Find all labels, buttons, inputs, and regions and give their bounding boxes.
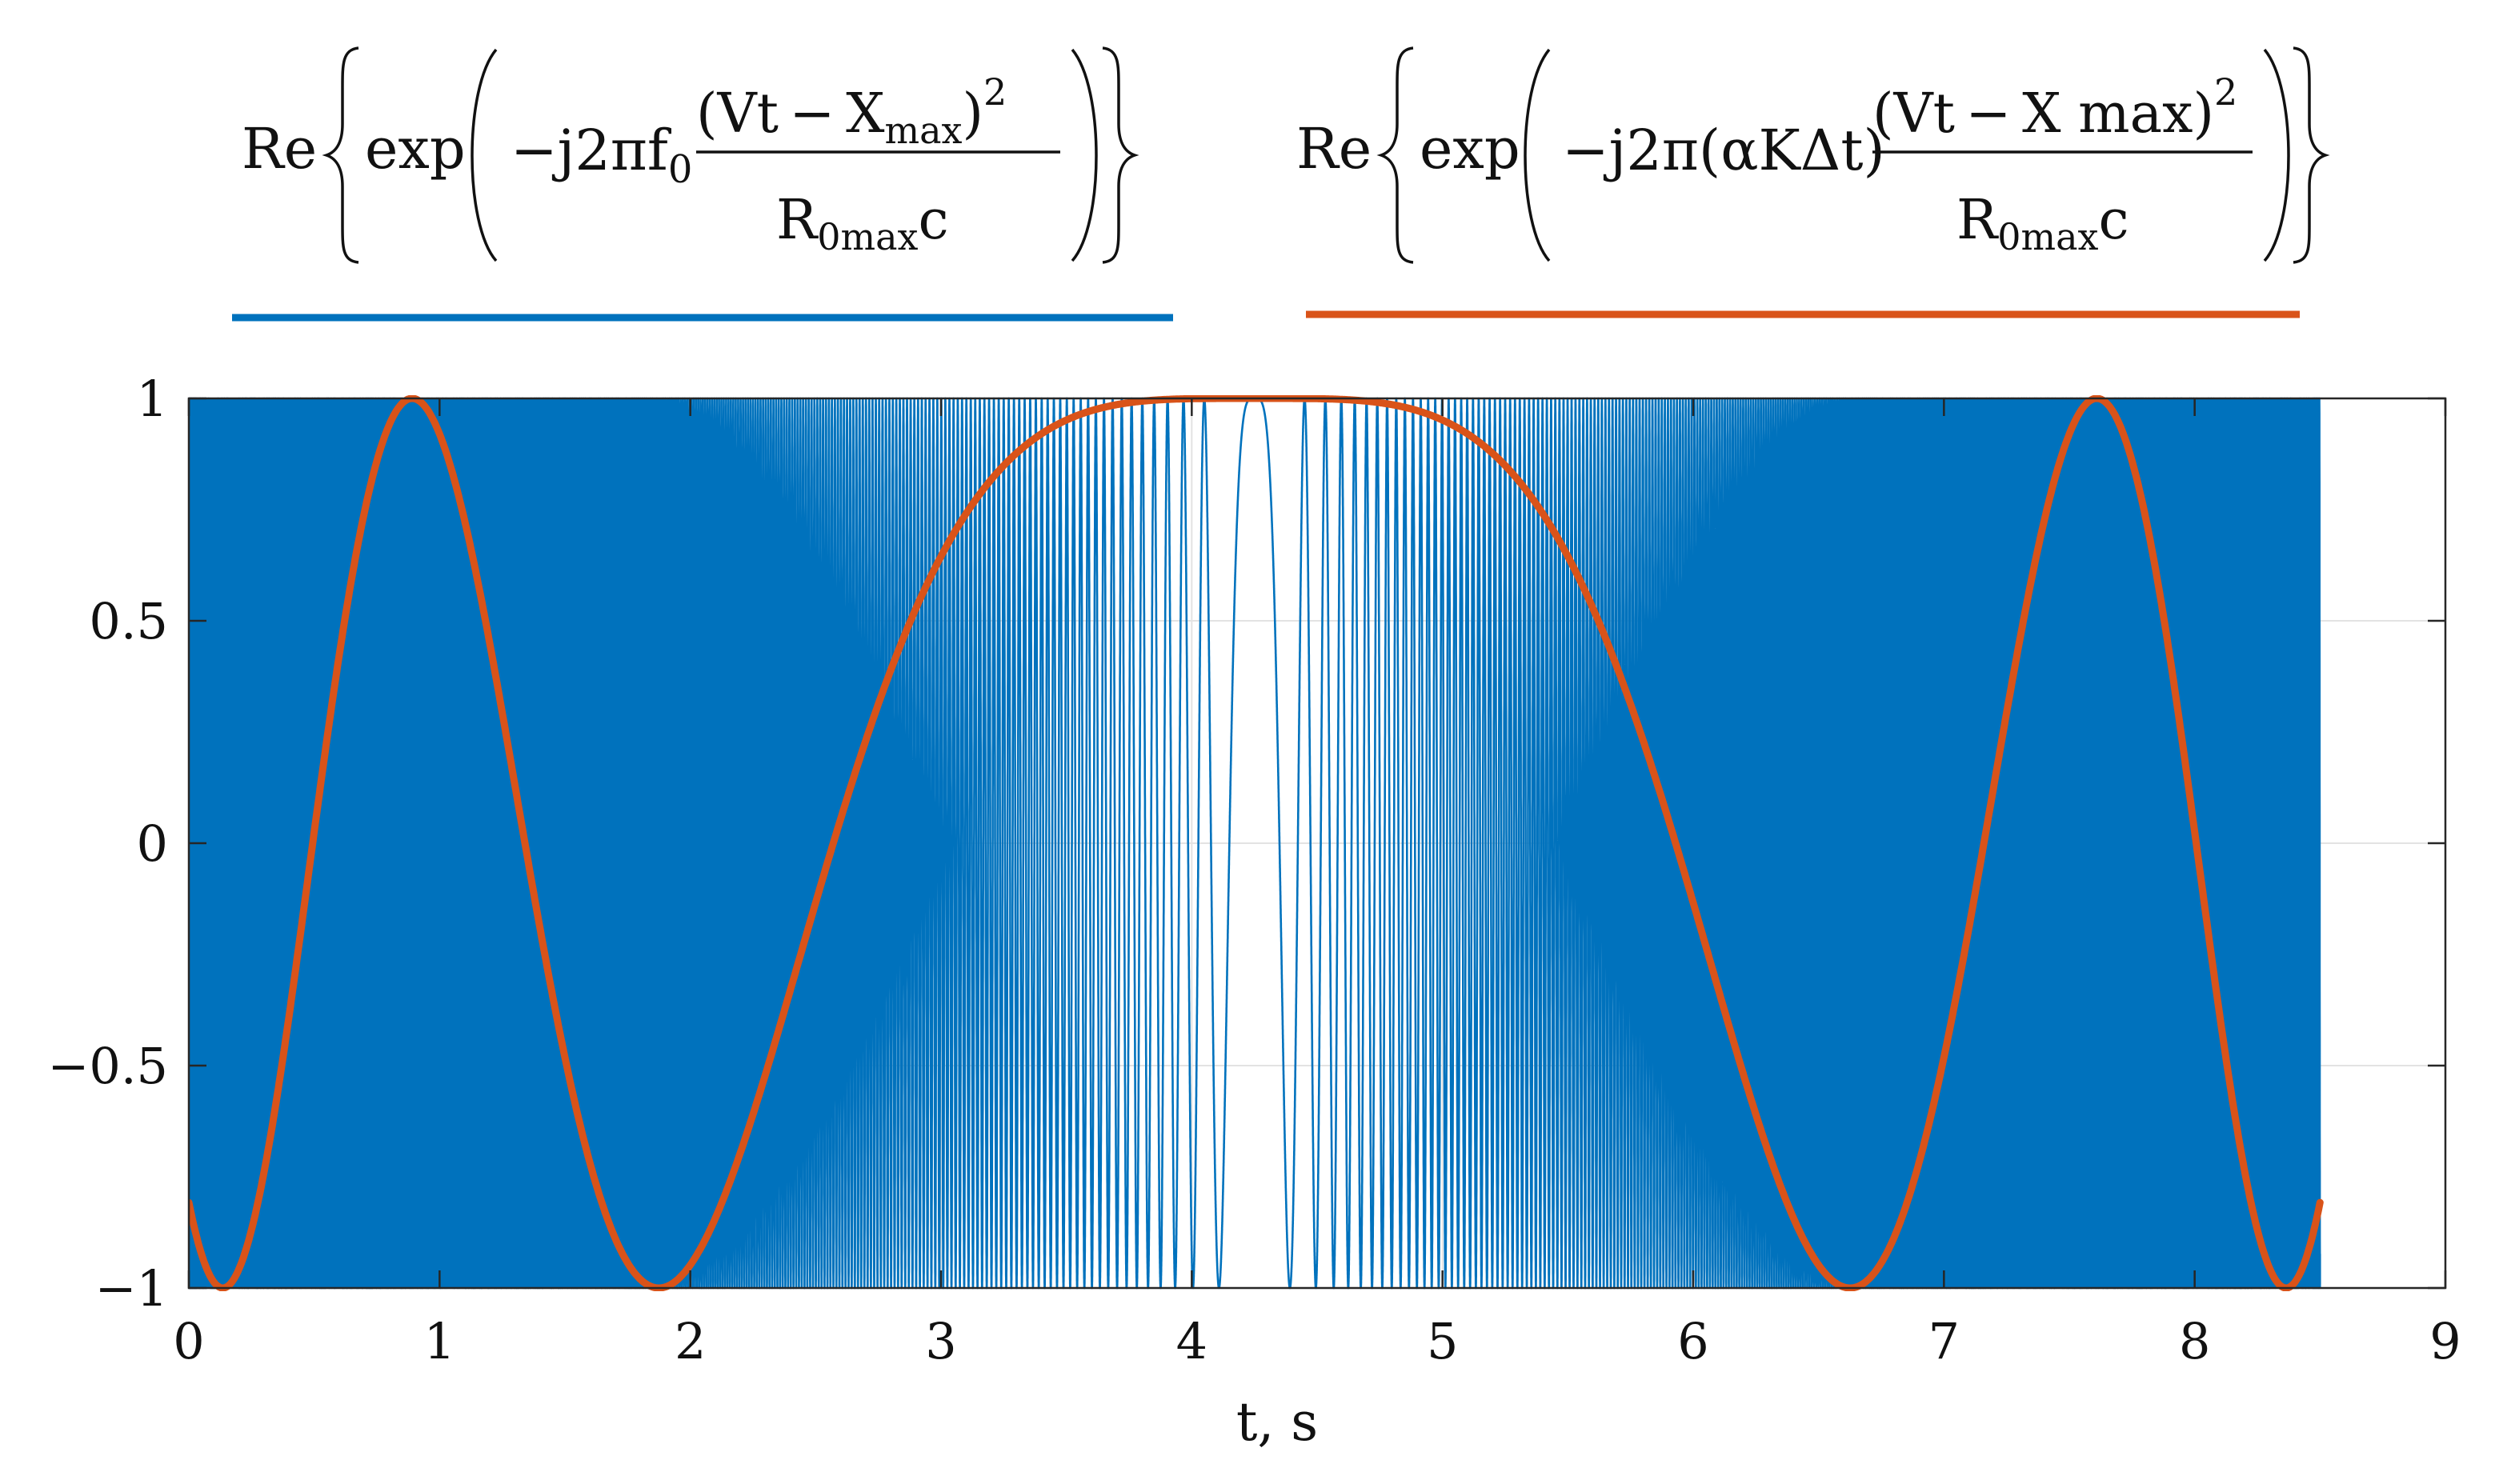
x-tick-label: 3 bbox=[925, 1312, 956, 1370]
formula-left-den-a: R bbox=[776, 189, 819, 252]
x-tick-label: 8 bbox=[2179, 1312, 2210, 1370]
x-tick-label: 9 bbox=[2429, 1312, 2461, 1370]
x-tick-label: 0 bbox=[173, 1312, 204, 1370]
x-tick-label: 2 bbox=[675, 1312, 706, 1370]
formula-right-den-sub: 0max bbox=[1997, 215, 2098, 258]
formula-right: Re exp −j2π(αKΔt) (Vt − X max)2 R0maxc bbox=[1296, 46, 2330, 264]
x-tick-label: 6 bbox=[1677, 1312, 1708, 1370]
formula-left-den-sub: 0max bbox=[817, 215, 918, 258]
y-tick-label: −1 bbox=[95, 1259, 168, 1318]
formula-right-exp: exp bbox=[1420, 116, 1520, 182]
formula-right-den-a: R bbox=[1956, 189, 1999, 252]
formula-left: Re exp −j2πf0 (Vt − Xmax)2 R0maxc bbox=[242, 46, 1139, 264]
formula-left-sub0: 0 bbox=[668, 147, 693, 192]
formula-right-open-brace bbox=[1376, 46, 1414, 264]
x-tick-label: 5 bbox=[1427, 1312, 1458, 1370]
formula-right-close-brace bbox=[2293, 46, 2330, 264]
formula-right-numerator: (Vt − X max)2 bbox=[1872, 70, 2237, 146]
formula-left-prefix: −j2πf0 bbox=[511, 118, 692, 192]
formula-right-power: 2 bbox=[2214, 70, 2237, 114]
formula-left-num-b: ) bbox=[963, 82, 984, 146]
formula-left-close-paren bbox=[1071, 48, 1098, 262]
x-tick-label: 4 bbox=[1176, 1312, 1207, 1370]
formula-right-den-b: c bbox=[2098, 189, 2129, 252]
formula-left-num-a: (Vt − X bbox=[696, 82, 885, 146]
formula-left-numerator: (Vt − Xmax)2 bbox=[696, 70, 1007, 152]
formula-left-prefix-main: −j2πf bbox=[511, 118, 672, 183]
formula-left-re: Re bbox=[242, 116, 317, 182]
formula-left-num-sub: max bbox=[885, 109, 963, 152]
formula-left-den-b: c bbox=[918, 189, 948, 252]
formula-left-open-brace bbox=[322, 46, 359, 264]
y-tick-label: 0 bbox=[137, 814, 168, 873]
x-tick-label: 7 bbox=[1928, 1312, 1960, 1370]
formula-right-prefix: −j2π(αKΔt) bbox=[1562, 118, 1885, 183]
formula-left-power: 2 bbox=[983, 70, 1007, 114]
formula-left-denominator: R0maxc bbox=[776, 189, 949, 258]
formula-left-exp: exp bbox=[365, 116, 466, 182]
plot-axes: 0 1 2 3 4 5 6 7 8 9 1 0.5 0 −0.5 −1 t, s bbox=[47, 370, 2461, 1453]
formula-right-num: (Vt − X max) bbox=[1872, 82, 2214, 146]
formula-left-close-brace bbox=[1102, 46, 1139, 264]
y-tick-label: −0.5 bbox=[47, 1037, 168, 1095]
x-tick-label: 1 bbox=[424, 1312, 455, 1370]
y-tick-label: 1 bbox=[137, 370, 168, 428]
y-tick-label: 0.5 bbox=[89, 592, 168, 650]
formula-left-open-paren bbox=[471, 48, 498, 262]
formula-right-open-paren bbox=[1524, 48, 1551, 262]
formula-right-close-paren bbox=[2263, 48, 2290, 262]
x-axis-label: t, s bbox=[1236, 1391, 1318, 1453]
formula-right-re: Re bbox=[1296, 116, 1372, 182]
formula-right-denominator: R0maxc bbox=[1956, 189, 2129, 258]
